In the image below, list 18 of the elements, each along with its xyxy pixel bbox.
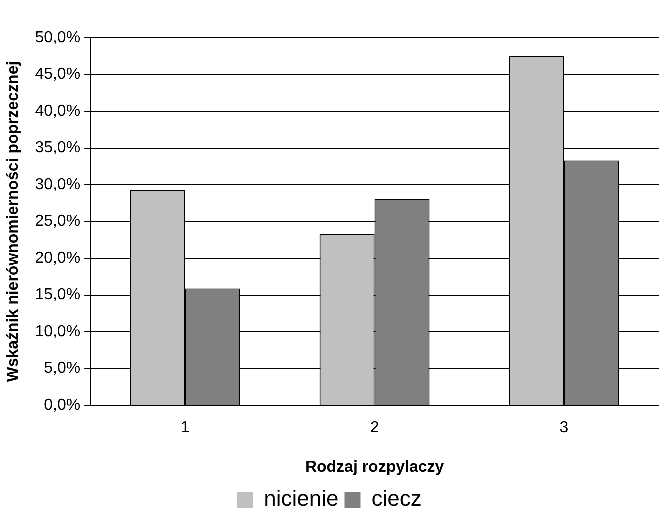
y-tick-label: 50,0%	[35, 29, 81, 46]
y-axis-title: Wskaźnik nierównomierności poprzecznej	[5, 61, 22, 382]
x-tick-label: 3	[560, 420, 569, 437]
x-axis-title: Rodzaj rozpylaczy	[305, 458, 444, 476]
y-tick-label: 35,0%	[35, 140, 81, 157]
y-tick-label: 15,0%	[35, 286, 81, 304]
legend-label: nicienie	[264, 486, 339, 512]
legend-label: ciecz	[372, 486, 422, 512]
x-tick-label: 1	[180, 420, 190, 437]
y-tick-label: 25,0%	[35, 213, 81, 230]
y-tick-label: 0,0%	[44, 397, 81, 414]
y-tick-label: 20,0%	[35, 250, 81, 267]
y-tick-label: 45,0%	[35, 66, 81, 84]
x-tick-label: 2	[370, 420, 380, 437]
y-tick-label: 40,0%	[35, 102, 81, 120]
y-tick-label: 5,0%	[44, 360, 81, 378]
y-tick-label: 10,0%	[35, 323, 81, 340]
y-tick-label: 30,0%	[35, 176, 81, 194]
